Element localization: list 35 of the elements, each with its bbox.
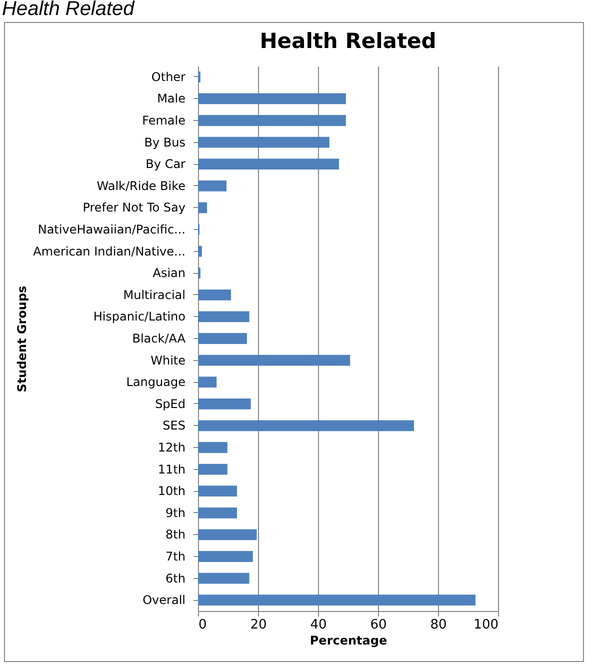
y-tick-label: Multiracial (123, 288, 186, 302)
x-tick-label: 100 (474, 618, 498, 632)
y-tick-label: 11th (158, 462, 186, 476)
text: Health Related (1, 0, 136, 22)
chart-title: Health Related (260, 29, 436, 53)
y-tick-label: SpEd (155, 396, 186, 411)
y-tick-label: Other (151, 70, 186, 84)
x-tick-label: 0 (198, 618, 207, 632)
y-tick-label: 8th (166, 528, 186, 542)
y-tick-label: By Car (146, 157, 186, 172)
y-tick-label: NativeHawaiian/Pacific... (38, 222, 186, 236)
y-tick-label: 12th (158, 440, 186, 454)
y-tick-label: Walk/Ride Bike (96, 178, 186, 193)
y-tick-label: White (150, 353, 186, 368)
y-tick-label: Male (157, 92, 186, 106)
y-tick-label: 10th (158, 484, 186, 498)
y-tick-label: By Bus (144, 135, 186, 150)
x-tick-label: 20 (250, 618, 267, 632)
x-tick-label: 40 (310, 618, 327, 632)
y-tick-label: American Indian/Native... (33, 244, 186, 258)
y-tick-label: Black/AA (132, 332, 186, 346)
y-tick-label: SES (162, 418, 186, 433)
x-tick-label: 60 (370, 618, 387, 632)
y-tick-label: Overall (142, 593, 186, 608)
y-axis-title: Student Groups (15, 286, 30, 392)
y-tick-label: 9th (166, 506, 186, 520)
y-tick-label: 6th (166, 571, 186, 586)
y-tick-label: Prefer Not To Say (82, 200, 186, 215)
x-tick-label: 80 (430, 618, 447, 632)
y-tick-label: Female (142, 114, 186, 128)
y-tick-label: 7th (166, 550, 186, 564)
y-tick-label: Language (126, 375, 186, 390)
x-axis-title: Percentage (310, 634, 388, 648)
y-tick-label: Asian (152, 266, 186, 280)
y-tick-label: Hispanic/Latino (93, 310, 186, 324)
